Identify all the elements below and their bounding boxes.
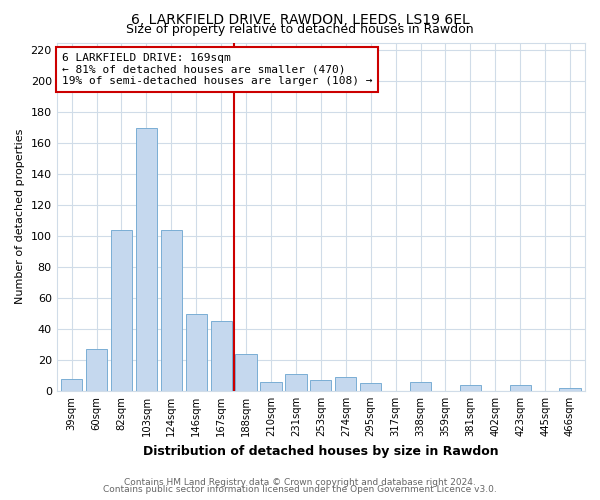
Bar	[211, 321, 232, 391]
Bar	[161, 230, 182, 391]
Text: Contains public sector information licensed under the Open Government Licence v3: Contains public sector information licen…	[103, 486, 497, 494]
Bar	[460, 384, 481, 391]
Bar	[335, 377, 356, 391]
Text: 6, LARKFIELD DRIVE, RAWDON, LEEDS, LS19 6EL: 6, LARKFIELD DRIVE, RAWDON, LEEDS, LS19 …	[131, 12, 469, 26]
Bar	[286, 374, 307, 391]
Bar	[559, 388, 581, 391]
Bar	[86, 349, 107, 391]
Text: 6 LARKFIELD DRIVE: 169sqm
← 81% of detached houses are smaller (470)
19% of semi: 6 LARKFIELD DRIVE: 169sqm ← 81% of detac…	[62, 53, 373, 86]
Bar	[235, 354, 257, 391]
Bar	[61, 378, 82, 391]
Bar	[185, 314, 207, 391]
Bar	[136, 128, 157, 391]
Bar	[310, 380, 331, 391]
Bar	[360, 383, 381, 391]
Bar	[509, 384, 531, 391]
Bar	[260, 382, 281, 391]
Text: Size of property relative to detached houses in Rawdon: Size of property relative to detached ho…	[126, 22, 474, 36]
Bar	[111, 230, 132, 391]
Y-axis label: Number of detached properties: Number of detached properties	[15, 129, 25, 304]
X-axis label: Distribution of detached houses by size in Rawdon: Distribution of detached houses by size …	[143, 444, 499, 458]
Bar	[410, 382, 431, 391]
Text: Contains HM Land Registry data © Crown copyright and database right 2024.: Contains HM Land Registry data © Crown c…	[124, 478, 476, 487]
